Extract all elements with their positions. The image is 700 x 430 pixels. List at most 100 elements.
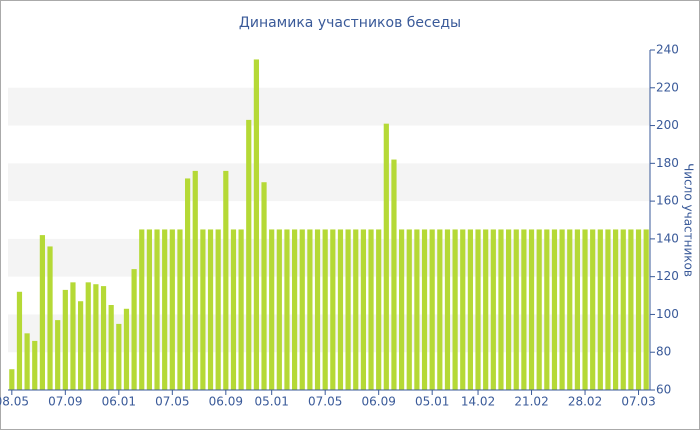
- bar: [345, 229, 351, 390]
- bar: [322, 229, 328, 390]
- bar: [108, 305, 114, 390]
- bar: [567, 229, 573, 390]
- x-tick-label: 07.03: [621, 395, 655, 409]
- grid-band: [8, 314, 650, 353]
- bar: [330, 229, 336, 390]
- bar: [506, 229, 512, 390]
- y-tick-label: 80: [656, 345, 671, 359]
- bar: [536, 229, 542, 390]
- bar: [376, 229, 382, 390]
- bar: [368, 229, 374, 390]
- bar: [391, 159, 397, 390]
- bar: [185, 178, 191, 390]
- bar: [299, 229, 305, 390]
- bar: [100, 286, 107, 390]
- bar: [55, 320, 61, 390]
- bar: [70, 282, 76, 390]
- bar: [613, 229, 619, 390]
- bar: [635, 229, 642, 390]
- bar: [444, 229, 451, 390]
- x-tick-label: 14.02: [461, 395, 495, 409]
- bar: [146, 229, 152, 390]
- bar: [383, 123, 389, 391]
- bar: [215, 229, 221, 390]
- bar: [628, 229, 634, 390]
- x-tick-label: 05.01: [415, 395, 449, 409]
- y-tick-label: 240: [656, 43, 679, 57]
- bar: [238, 229, 244, 390]
- bar: [406, 229, 412, 390]
- grid-band: [8, 87, 650, 126]
- bar: [169, 229, 175, 390]
- y-tick-label: 180: [656, 156, 679, 170]
- y-tick-label: 160: [656, 194, 679, 208]
- bar: [32, 340, 38, 390]
- x-tick-label: 07.09: [48, 395, 82, 409]
- bar: [544, 229, 550, 390]
- bar: [307, 229, 313, 390]
- bar: [360, 229, 366, 390]
- y-tick-label: 100: [656, 307, 679, 321]
- bar: [123, 308, 130, 390]
- bar: [269, 229, 275, 390]
- bar: [582, 229, 588, 390]
- bar: [85, 282, 91, 390]
- bar: [551, 229, 558, 390]
- grid-band: [8, 238, 650, 277]
- bar: [452, 229, 458, 390]
- y-axis-label: Число участников: [682, 163, 696, 277]
- bar: [177, 229, 183, 390]
- bar: [200, 229, 206, 390]
- bar: [559, 229, 565, 390]
- bar: [253, 59, 259, 390]
- y-tick-label: 200: [656, 118, 679, 132]
- x-tick-label: 06.01: [102, 395, 136, 409]
- bar: [230, 229, 237, 390]
- bar: [154, 229, 160, 390]
- bar: [574, 229, 580, 390]
- bar: [9, 369, 15, 390]
- bar: [292, 229, 298, 390]
- bar: [47, 246, 53, 390]
- bar: [590, 229, 596, 390]
- y-tick-label: 140: [656, 231, 679, 245]
- x-tick-label: 07.05: [155, 395, 189, 409]
- bar: [131, 269, 137, 390]
- bar: [261, 182, 267, 390]
- bar: [643, 229, 649, 390]
- bar: [337, 229, 344, 390]
- bar: [353, 229, 359, 390]
- bar: [192, 170, 198, 390]
- bar: [421, 229, 428, 390]
- bar: [39, 235, 45, 390]
- x-tick-label: 06.09: [361, 395, 395, 409]
- x-tick-label: 05.01: [254, 395, 288, 409]
- bar: [498, 229, 504, 390]
- bar: [467, 229, 473, 390]
- x-tick-label: 06.09: [209, 395, 243, 409]
- bar: [437, 229, 443, 390]
- chart-title: Динамика участников беседы: [239, 15, 461, 31]
- bar: [429, 229, 435, 390]
- bar: [414, 229, 420, 390]
- bar: [93, 284, 99, 390]
- bar: [483, 229, 489, 390]
- y-tick-label: 220: [656, 80, 679, 94]
- bar: [620, 229, 626, 390]
- bar: [597, 229, 603, 390]
- bar: [460, 229, 466, 390]
- bar: [16, 291, 23, 390]
- bar: [490, 229, 496, 390]
- bar: [284, 229, 290, 390]
- bar: [605, 229, 611, 390]
- x-tick-label: 08.05: [0, 395, 29, 409]
- bar: [314, 229, 321, 390]
- bar: [528, 229, 535, 390]
- bar: [475, 229, 481, 390]
- bar: [78, 301, 84, 390]
- bar: [207, 229, 214, 390]
- bar: [139, 229, 145, 390]
- grid-band: [8, 163, 650, 202]
- bar: [521, 229, 527, 390]
